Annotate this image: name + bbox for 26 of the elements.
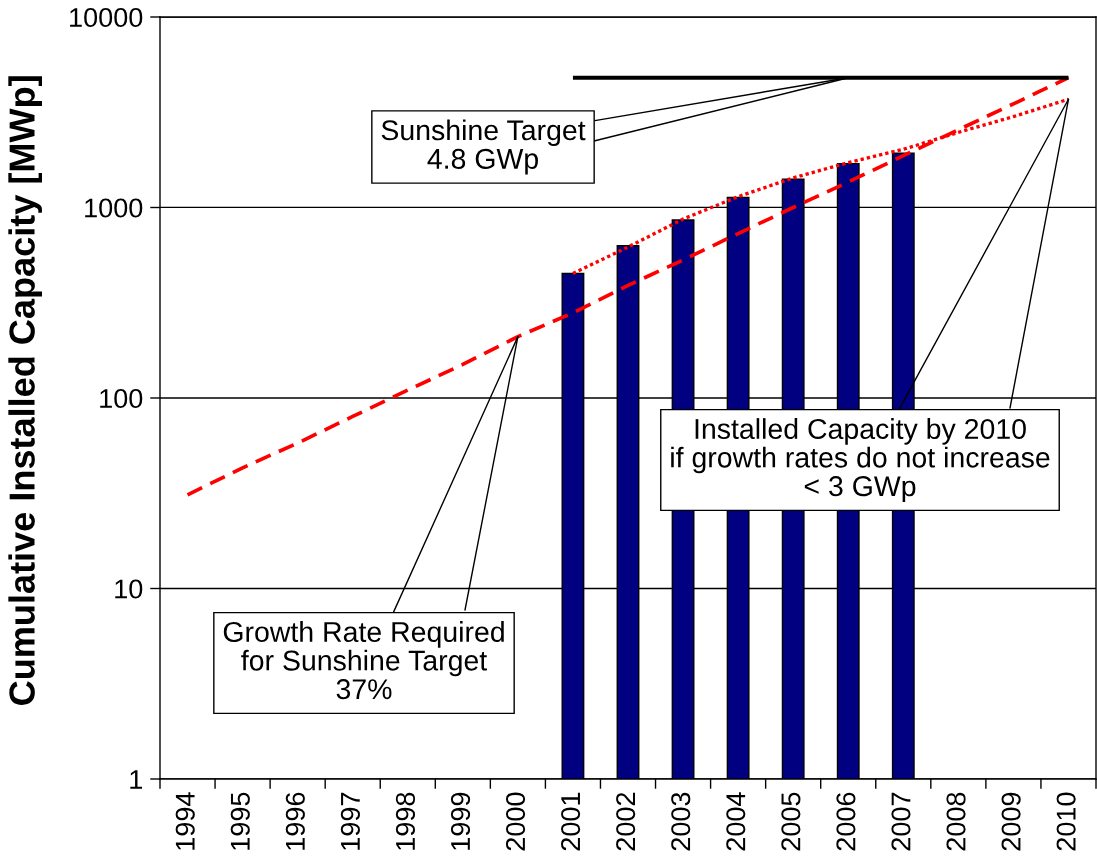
y-tick-label: 10000	[70, 7, 143, 28]
y-tick-label: 1000	[85, 198, 143, 218]
annotation: Installed Capacity by 2010 if growth rates do not increase < 3 GWp	[671, 418, 1050, 502]
x-tick-label: 1997	[340, 792, 360, 850]
y-tick-label: 1	[130, 770, 143, 789]
x-tick-label: 2003	[671, 792, 691, 851]
x-tick-label: 2007	[891, 792, 911, 851]
x-tick-label: 1994	[175, 792, 195, 850]
x-tick-label: 1999	[450, 792, 471, 850]
y-axis-title: Cumulative Installed Capacity [MWp]	[8, 76, 42, 705]
y-tick-label: 10	[115, 579, 143, 599]
annotation: Growth Rate Required for Sunshine Target 37%	[223, 621, 504, 700]
x-tick-label: 2002	[616, 792, 636, 851]
x-tick-label: 1995	[230, 792, 250, 850]
x-tick-label: 2008	[946, 792, 966, 851]
x-tick-label: 1996	[285, 792, 305, 850]
x-tick-label: 2000	[505, 792, 526, 851]
x-tick-label: 2006	[836, 792, 856, 851]
x-tick-label: 2010	[1056, 792, 1076, 851]
x-tick-label: 2009	[1001, 792, 1021, 851]
y-tick-label: 100	[100, 388, 143, 409]
annotation: Sunshine Target 4.8 GWp	[381, 119, 586, 175]
x-tick-label: 2005	[781, 792, 801, 851]
x-tick-label: 2001	[561, 792, 581, 851]
x-tick-label: 2004	[726, 792, 746, 851]
x-tick-label: 1998	[395, 792, 416, 850]
